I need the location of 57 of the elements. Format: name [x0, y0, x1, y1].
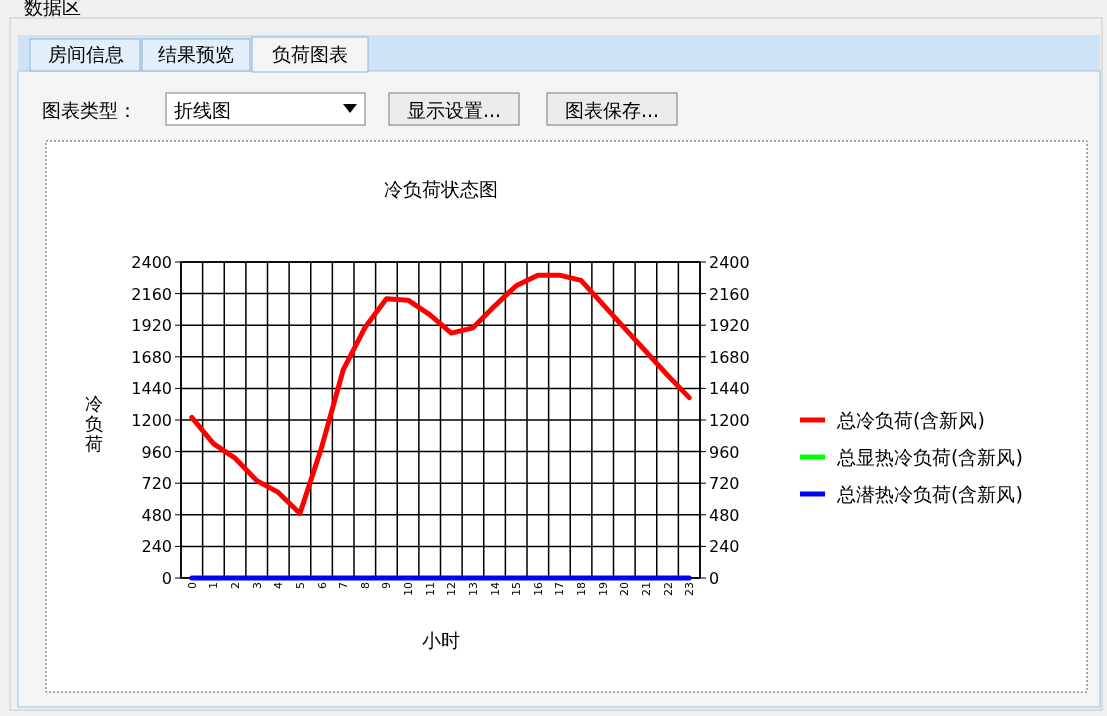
- y2-tick-label: 1440: [709, 379, 750, 399]
- y-tick-label: 960: [141, 442, 172, 462]
- y-tick-label: 240: [141, 537, 172, 557]
- text: 房间信息: [48, 43, 124, 65]
- x-tick-label: 15: [510, 582, 524, 596]
- x-tick-label: 8: [358, 582, 372, 589]
- y2-tick-label: 480: [709, 505, 740, 525]
- x-tick-label: 16: [531, 582, 545, 596]
- x-tick-label: 1: [207, 582, 221, 589]
- x-tick-label: 23: [683, 582, 697, 596]
- y-tick-label: 1680: [131, 347, 172, 367]
- y2-tick-label: 720: [709, 474, 740, 494]
- x-tick-label: 3: [250, 582, 264, 589]
- y2-tick-label: 2400: [709, 253, 750, 272]
- x-tick-label: 14: [488, 582, 502, 596]
- x-tick-label: 6: [315, 582, 329, 589]
- y2-tick-label: 1200: [709, 411, 750, 430]
- legend-label: 总冷负荷(含新风): [836, 409, 985, 431]
- x-tick-label: 22: [661, 582, 675, 596]
- y2-tick-label: 960: [709, 442, 740, 462]
- y-tick-label: 2400: [131, 253, 172, 272]
- x-tick-label: 9: [380, 582, 394, 589]
- y-tick-label: 1920: [131, 316, 172, 336]
- y-tick-label: 2160: [131, 284, 172, 304]
- text: 负荷图表: [272, 43, 348, 65]
- text: 显示设置...: [406, 99, 502, 121]
- y2-tick-label: 1680: [709, 347, 750, 367]
- legend-label: 总潜热冷负荷(含新风): [836, 483, 1023, 505]
- x-tick-label: 2: [229, 582, 243, 589]
- y-tick-label: 720: [141, 474, 172, 494]
- text: 结果预览: [158, 43, 234, 65]
- text: 图表类型：: [42, 99, 137, 121]
- y-tick-label: 1440: [131, 379, 172, 399]
- x-tick-label: 20: [618, 582, 632, 596]
- text: 图表保存...: [564, 99, 660, 121]
- x-tick-label: 10: [402, 582, 416, 596]
- x-tick-label: 21: [639, 582, 653, 596]
- x-tick-label: 7: [337, 582, 351, 589]
- x-tick-label: 11: [423, 582, 437, 596]
- x-tick-label: 13: [466, 582, 480, 596]
- y-axis-title: 冷负荷: [85, 393, 103, 454]
- x-tick-label: 12: [445, 582, 459, 596]
- x-tick-label: 17: [553, 582, 567, 596]
- x-tick-label: 4: [272, 582, 286, 589]
- y-tick-label: 480: [141, 505, 172, 525]
- y2-tick-label: 240: [709, 537, 740, 557]
- y-tick-label: 1200: [131, 411, 172, 430]
- x-tick-label: 5: [293, 582, 307, 589]
- y2-tick-label: 1920: [709, 316, 750, 336]
- x-tick-label: 19: [596, 582, 610, 596]
- chart-title: 冷负荷状态图: [383, 178, 498, 200]
- x-tick-label: 18: [575, 582, 589, 596]
- y2-tick-label: 2160: [709, 284, 750, 304]
- legend-label: 总显热冷负荷(含新风): [836, 446, 1023, 468]
- x-axis-title: 小时: [421, 629, 460, 651]
- x-tick-label: 0: [185, 582, 199, 589]
- text: 折线图: [174, 99, 231, 121]
